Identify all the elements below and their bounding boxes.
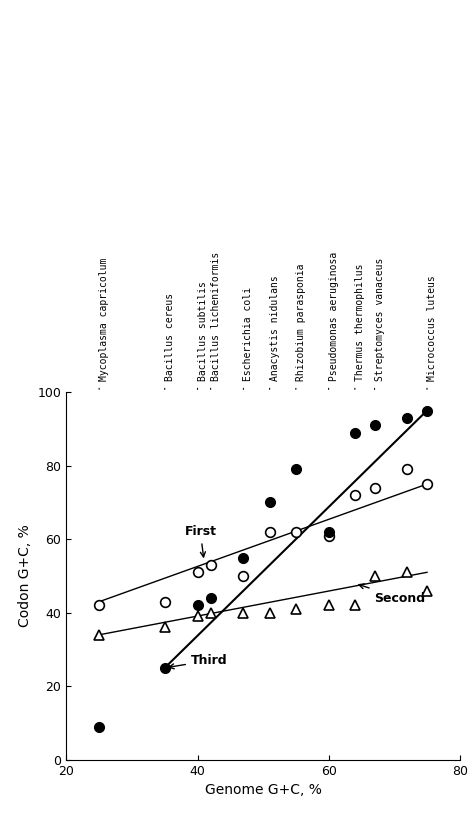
Text: Escherichia coli: Escherichia coli	[244, 287, 254, 381]
Text: Anacystis nidulans: Anacystis nidulans	[270, 275, 280, 381]
Text: Rhizobium parasponia: Rhizobium parasponia	[296, 264, 306, 381]
Y-axis label: Codon G+C, %: Codon G+C, %	[18, 525, 32, 627]
Text: Bacillus cereus: Bacillus cereus	[164, 293, 175, 381]
Text: Streptomyces vanaceus: Streptomyces vanaceus	[374, 257, 384, 381]
Text: Third: Third	[169, 654, 228, 669]
X-axis label: Genome G+C, %: Genome G+C, %	[205, 784, 321, 797]
Text: Thermus thermophilus: Thermus thermophilus	[355, 264, 365, 381]
Text: First: First	[184, 525, 217, 557]
Text: Mycoplasma capricolum: Mycoplasma capricolum	[99, 257, 109, 381]
Text: Bacillus licheniformis: Bacillus licheniformis	[210, 252, 220, 381]
Text: Micrococcus luteus: Micrococcus luteus	[427, 275, 437, 381]
Text: Pseudomonas aeruginosa: Pseudomonas aeruginosa	[328, 252, 338, 381]
Text: Bacillus subtilis: Bacillus subtilis	[198, 281, 208, 381]
Text: Second: Second	[359, 584, 426, 605]
